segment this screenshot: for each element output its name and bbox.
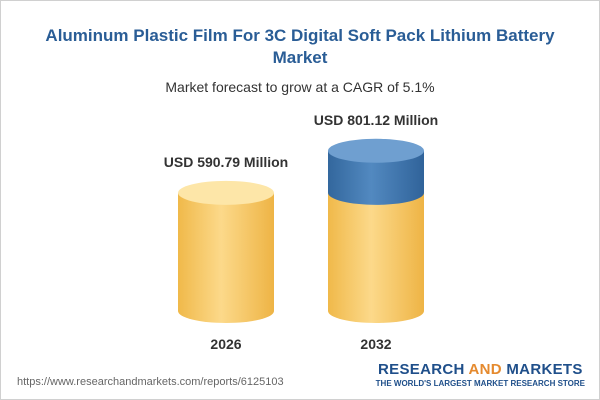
logo: RESEARCH AND MARKETS THE WORLD'S LARGEST… [376,361,585,388]
cylinder-base [328,192,424,311]
category-label: 2032 [360,336,391,352]
value-label: USD 801.12 Million [314,112,438,128]
value-label: USD 590.79 Million [164,154,288,170]
category-label: 2026 [210,336,241,352]
cylinder-body-bottom [178,299,274,323]
cylinder-base-bottom [328,299,424,323]
logo-part: AND [468,361,502,378]
chart-title: Aluminum Plastic Film For 3C Digital Sof… [45,26,555,67]
logo-name: RESEARCH AND MARKETS [376,361,585,378]
chart-subtitle: Market forecast to grow at a CAGR of 5.1… [165,79,435,95]
cylinder-body [178,192,274,311]
cylinder-top [178,180,274,205]
cylinder-top [328,138,424,163]
source-url[interactable]: https://www.researchandmarkets.com/repor… [17,376,284,388]
logo-tagline: THE WORLD'S LARGEST MARKET RESEARCH STOR… [375,379,585,388]
cylinder-growth-bottom [328,180,424,205]
logo-part: RESEARCH [378,361,465,378]
logo-part: MARKETS [506,361,583,378]
